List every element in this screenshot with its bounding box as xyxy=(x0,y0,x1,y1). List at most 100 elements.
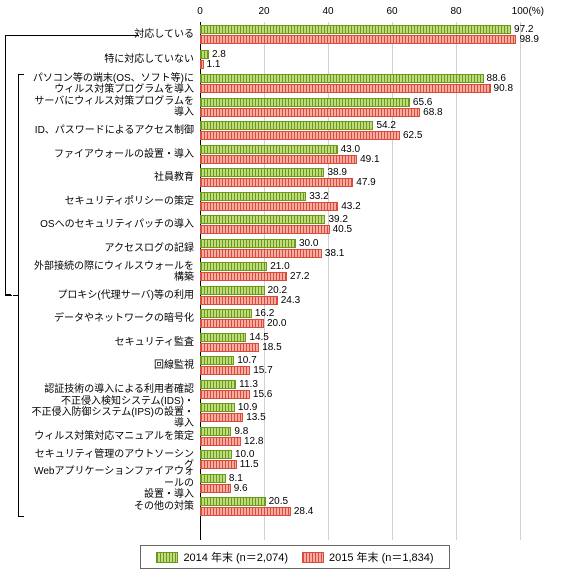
value-label-2015: 27.2 xyxy=(290,271,309,282)
bar-2014 xyxy=(200,380,236,389)
chart-row: セキュリティ監査14.518.5 xyxy=(200,331,520,355)
value-label-2015: 98.9 xyxy=(519,34,538,45)
bar-2014 xyxy=(200,25,511,34)
legend: 2014 年末 (n＝2,074) 2015 年末 (n＝1,834) xyxy=(140,545,450,569)
value-label-2015: 62.5 xyxy=(403,130,422,141)
chart-row: アクセスログの記録30.038.1 xyxy=(200,237,520,261)
value-label-2014: 21.0 xyxy=(270,261,289,272)
bar-2015 xyxy=(200,507,291,516)
bar-2015 xyxy=(200,202,338,211)
legend-item: 2015 年末 (n＝1,834) xyxy=(302,549,434,565)
bar-2015 xyxy=(200,272,287,281)
bar-2015 xyxy=(200,343,259,352)
bar-2014 xyxy=(200,262,267,271)
bar-2014 xyxy=(200,450,232,459)
bar-2015 xyxy=(200,319,264,328)
x-unit-label: (%) xyxy=(528,6,544,17)
row-label: ファイアウォールの設置・導入 xyxy=(30,143,200,167)
value-label-2015: 40.5 xyxy=(333,224,352,235)
bar-2015 xyxy=(200,413,243,422)
bar-2014 xyxy=(200,309,252,318)
value-label-2015: 1.1 xyxy=(207,59,221,70)
bar-2014 xyxy=(200,356,234,365)
row-label: ID、パスワードによるアクセス制御 xyxy=(30,119,200,143)
row-label: OSへのセキュリティパッチの導入 xyxy=(30,213,200,237)
value-label-2015: 15.7 xyxy=(253,365,272,376)
chart-row: 認証技術の導入による利用者確認11.315.6 xyxy=(200,378,520,402)
row-label: データやネットワークの暗号化 xyxy=(30,307,200,331)
row-label: ウィルス対策対応マニュアルを策定 xyxy=(30,425,200,449)
chart-row: ID、パスワードによるアクセス制御54.262.5 xyxy=(200,119,520,143)
chart-row: パソコン等の端末(OS、ソフト等)にウィルス対策プログラムを導入88.690.8 xyxy=(200,72,520,96)
row-label: サーバにウィルス対策プログラムを導入 xyxy=(30,96,200,120)
chart-row: OSへのセキュリティパッチの導入39.240.5 xyxy=(200,213,520,237)
legend-swatch xyxy=(156,552,178,563)
x-tick-label: 0 xyxy=(197,6,203,17)
value-label-2015: 20.0 xyxy=(267,318,286,329)
row-label: アクセスログの記録 xyxy=(30,237,200,261)
bracket-outer xyxy=(5,35,11,296)
bar-2015 xyxy=(200,35,516,44)
bar-2014 xyxy=(200,497,266,506)
row-label: パソコン等の端末(OS、ソフト等)にウィルス対策プログラムを導入 xyxy=(30,72,200,96)
chart-row: 不正侵入検知システム(IDS)・不正侵入防御システム(IPS)の設置・導入10.… xyxy=(200,401,520,425)
plot-area: 020406080100(%)対応している97.298.9特に対応していない2.… xyxy=(200,22,520,540)
value-label-2014: 54.2 xyxy=(376,120,395,131)
value-label-2015: 49.1 xyxy=(360,154,379,165)
bar-2015 xyxy=(200,60,204,69)
legend-item: 2014 年末 (n＝2,074) xyxy=(156,549,288,565)
value-label-2015: 18.5 xyxy=(262,342,281,353)
x-tick-label: 20 xyxy=(258,6,269,17)
bar-2015 xyxy=(200,296,278,305)
bar-2014 xyxy=(200,145,338,154)
bracket-connector xyxy=(11,35,139,36)
chart-row: セキュリティポリシーの策定33.243.2 xyxy=(200,190,520,214)
bar-2014 xyxy=(200,215,325,224)
legend-swatch xyxy=(302,552,324,563)
bracket-inner xyxy=(18,74,24,517)
bar-2014 xyxy=(200,286,265,295)
bar-2014 xyxy=(200,121,373,130)
chart-row: セキュリティ管理のアウトソーシング10.011.5 xyxy=(200,448,520,472)
legend-label: 2014 年末 (n＝2,074) xyxy=(183,549,288,565)
chart-row: データやネットワークの暗号化16.220.0 xyxy=(200,307,520,331)
value-label-2014: 30.0 xyxy=(299,238,318,249)
bar-2014 xyxy=(200,50,209,59)
value-label-2014: 43.0 xyxy=(341,144,360,155)
chart-row: その他の対策20.528.4 xyxy=(200,495,520,519)
value-label-2014: 33.2 xyxy=(309,191,328,202)
value-label-2015: 47.9 xyxy=(356,177,375,188)
row-label: 外部接続の際にウィルスウォールを構築 xyxy=(30,260,200,284)
value-label-2015: 24.3 xyxy=(281,295,300,306)
value-label-2015: 68.8 xyxy=(423,107,442,118)
chart-row: ファイアウォールの設置・導入43.049.1 xyxy=(200,143,520,167)
x-tick-label: 80 xyxy=(450,6,461,17)
value-label-2015: 90.8 xyxy=(494,83,513,94)
value-label-2014: 38.9 xyxy=(327,167,346,178)
x-tick-label: 100 xyxy=(512,6,529,17)
value-label-2014: 20.5 xyxy=(269,496,288,507)
row-label: プロキシ(代理サーバ)等の利用 xyxy=(30,284,200,308)
bar-2015 xyxy=(200,155,357,164)
bar-2015 xyxy=(200,484,231,493)
bar-2014 xyxy=(200,168,324,177)
bar-2015 xyxy=(200,84,491,93)
bar-2014 xyxy=(200,192,306,201)
row-label: セキュリティ監査 xyxy=(30,331,200,355)
bar-2015 xyxy=(200,108,420,117)
value-label-2015: 11.5 xyxy=(240,459,259,470)
chart-row: 対応している97.298.9 xyxy=(200,22,520,47)
value-label-2015: 15.6 xyxy=(253,389,272,400)
row-label: 回線監視 xyxy=(30,354,200,378)
chart-row: 外部接続の際にウィルスウォールを構築21.027.2 xyxy=(200,260,520,284)
chart-row: ウィルス対策対応マニュアルを策定9.812.8 xyxy=(200,425,520,449)
bar-2014 xyxy=(200,403,235,412)
row-label: Webアプリケーションファイアウォールの設置・導入 xyxy=(30,472,200,496)
row-label: その他の対策 xyxy=(30,495,200,519)
bar-2015 xyxy=(200,460,237,469)
legend-label: 2015 年末 (n＝1,834) xyxy=(329,549,434,565)
bar-2015 xyxy=(200,178,353,187)
chart-row: プロキシ(代理サーバ)等の利用20.224.3 xyxy=(200,284,520,308)
x-tick-label: 60 xyxy=(386,6,397,17)
bar-2015 xyxy=(200,366,250,375)
